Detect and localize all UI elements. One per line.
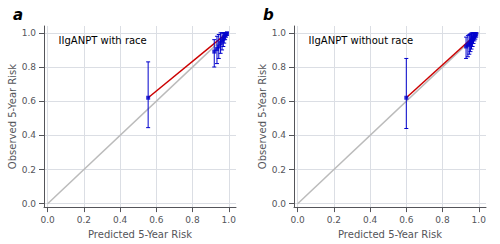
svg-text:IIgANPT without race: IIgANPT without race xyxy=(309,35,414,46)
svg-text:0.4: 0.4 xyxy=(113,215,128,225)
svg-text:Predicted 5-Year Risk: Predicted 5-Year Risk xyxy=(88,229,192,240)
svg-text:0.6: 0.6 xyxy=(399,215,414,225)
svg-text:1.0: 1.0 xyxy=(472,215,487,225)
svg-text:1.0: 1.0 xyxy=(272,28,287,38)
svg-text:Predicted 5-Year Risk: Predicted 5-Year Risk xyxy=(338,229,442,240)
svg-text:0.0: 0.0 xyxy=(290,215,305,225)
svg-text:0.2: 0.2 xyxy=(77,215,91,225)
svg-text:Observed 5-Year Risk: Observed 5-Year Risk xyxy=(257,64,268,169)
svg-text:0.8: 0.8 xyxy=(272,62,287,72)
svg-text:b: b xyxy=(263,6,274,24)
svg-text:0.0: 0.0 xyxy=(40,215,55,225)
svg-text:0.6: 0.6 xyxy=(272,96,287,106)
svg-text:0.0: 0.0 xyxy=(22,199,37,209)
svg-text:1.0: 1.0 xyxy=(222,215,237,225)
svg-text:0.2: 0.2 xyxy=(327,215,341,225)
svg-text:0.4: 0.4 xyxy=(363,215,378,225)
svg-text:0.6: 0.6 xyxy=(149,215,164,225)
svg-text:Observed 5-Year Risk: Observed 5-Year Risk xyxy=(7,64,18,169)
svg-text:0.2: 0.2 xyxy=(272,165,286,175)
svg-text:0.4: 0.4 xyxy=(272,130,287,140)
svg-text:a: a xyxy=(13,6,23,24)
svg-text:0.8: 0.8 xyxy=(435,215,450,225)
svg-text:1.0: 1.0 xyxy=(22,28,37,38)
svg-text:0.6: 0.6 xyxy=(22,96,37,106)
svg-text:0.0: 0.0 xyxy=(272,199,287,209)
svg-text:0.2: 0.2 xyxy=(22,165,36,175)
svg-text:0.8: 0.8 xyxy=(185,215,200,225)
svg-text:0.4: 0.4 xyxy=(22,130,37,140)
svg-text:0.8: 0.8 xyxy=(22,62,37,72)
svg-text:IIgANPT with race: IIgANPT with race xyxy=(59,35,147,46)
